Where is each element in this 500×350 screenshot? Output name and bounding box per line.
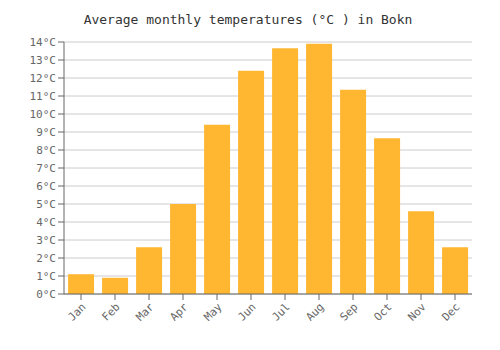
svg-text:10°C: 10°C [30,108,57,121]
svg-text:8°C: 8°C [36,144,56,157]
svg-text:Jan: Jan [65,300,88,323]
svg-text:3°C: 3°C [36,234,56,247]
svg-text:11°C: 11°C [30,90,57,103]
svg-text:Feb: Feb [99,300,122,323]
svg-text:5°C: 5°C [36,198,56,211]
svg-text:Nov: Nov [405,300,429,324]
svg-text:12°C: 12°C [30,72,57,85]
svg-text:6°C: 6°C [36,180,56,193]
svg-text:Mar: Mar [133,300,157,324]
svg-text:1°C: 1°C [36,270,56,283]
svg-text:Jun: Jun [235,300,258,323]
svg-text:7°C: 7°C [36,162,56,175]
svg-text:Sep: Sep [337,300,360,323]
svg-text:13°C: 13°C [30,54,57,67]
svg-text:Jul: Jul [269,300,292,323]
html-text:Average monthly temperatures (: Average monthly temperatures (°C ) in Bo… [83,12,413,27]
svg-text:14°C: 14°C [30,36,57,49]
svg-text:Aug: Aug [303,300,326,323]
svg-text:9°C: 9°C [36,126,56,139]
svg-text:4°C: 4°C [36,216,56,229]
svg-text:Oct: Oct [371,300,394,323]
svg-text:May: May [201,300,225,324]
svg-text:Apr: Apr [167,300,191,324]
svg-text:2°C: 2°C [36,252,56,265]
svg-text:0°C: 0°C [36,288,56,301]
svg-text:Dec: Dec [439,300,462,323]
